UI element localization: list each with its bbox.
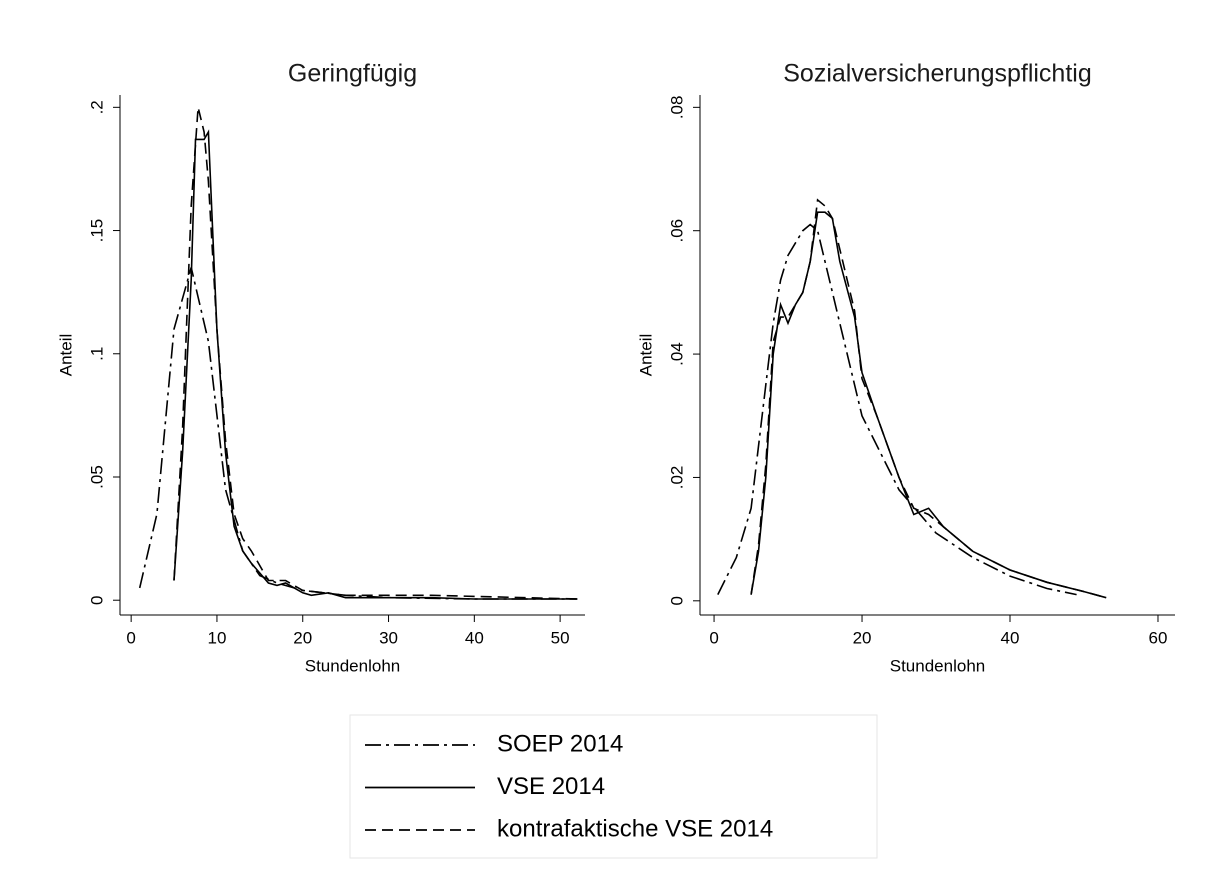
x-axis-label: Stundenlohn bbox=[890, 656, 985, 675]
legend-box bbox=[349, 714, 878, 859]
y-axis-label: Anteil bbox=[636, 334, 655, 377]
series-line bbox=[717, 223, 1077, 596]
y-tick-label: 0 bbox=[87, 595, 106, 604]
series-line bbox=[750, 198, 1107, 599]
y-tick-label: .04 bbox=[667, 342, 686, 366]
chart-title: Sozialversicherungspflichtig bbox=[783, 60, 1091, 88]
x-axis-label: Stundenlohn bbox=[305, 656, 400, 675]
x-tick-label: 20 bbox=[853, 628, 872, 647]
y-tick-label: .08 bbox=[667, 96, 686, 120]
x-tick-label: 60 bbox=[1149, 628, 1168, 647]
y-tick-label: .02 bbox=[667, 466, 686, 490]
y-tick-label: .15 bbox=[87, 219, 106, 243]
chart-title: Geringfügig bbox=[288, 60, 417, 88]
series-line bbox=[138, 267, 578, 600]
y-tick-label: .1 bbox=[87, 347, 106, 361]
legend-label: VSE 2014 bbox=[497, 773, 605, 800]
series-line bbox=[173, 129, 578, 600]
y-tick-label: 0 bbox=[667, 596, 686, 605]
x-tick-label: 10 bbox=[207, 628, 226, 647]
x-tick-label: 40 bbox=[1001, 628, 1020, 647]
legend-label: SOEP 2014 bbox=[497, 730, 623, 757]
x-tick-label: 20 bbox=[293, 628, 312, 647]
y-axis-label: Anteil bbox=[56, 334, 75, 377]
x-tick-label: 0 bbox=[126, 628, 135, 647]
y-tick-label: .06 bbox=[667, 219, 686, 243]
y-tick-label: .2 bbox=[87, 100, 106, 114]
x-tick-label: 40 bbox=[465, 628, 484, 647]
x-tick-label: 50 bbox=[551, 628, 570, 647]
series-line bbox=[750, 211, 1107, 599]
series-line bbox=[173, 107, 578, 600]
legend-label: kontrafaktische VSE 2014 bbox=[497, 815, 773, 842]
x-tick-label: 0 bbox=[709, 628, 718, 647]
y-tick-label: .05 bbox=[87, 465, 106, 489]
x-tick-label: 30 bbox=[379, 628, 398, 647]
